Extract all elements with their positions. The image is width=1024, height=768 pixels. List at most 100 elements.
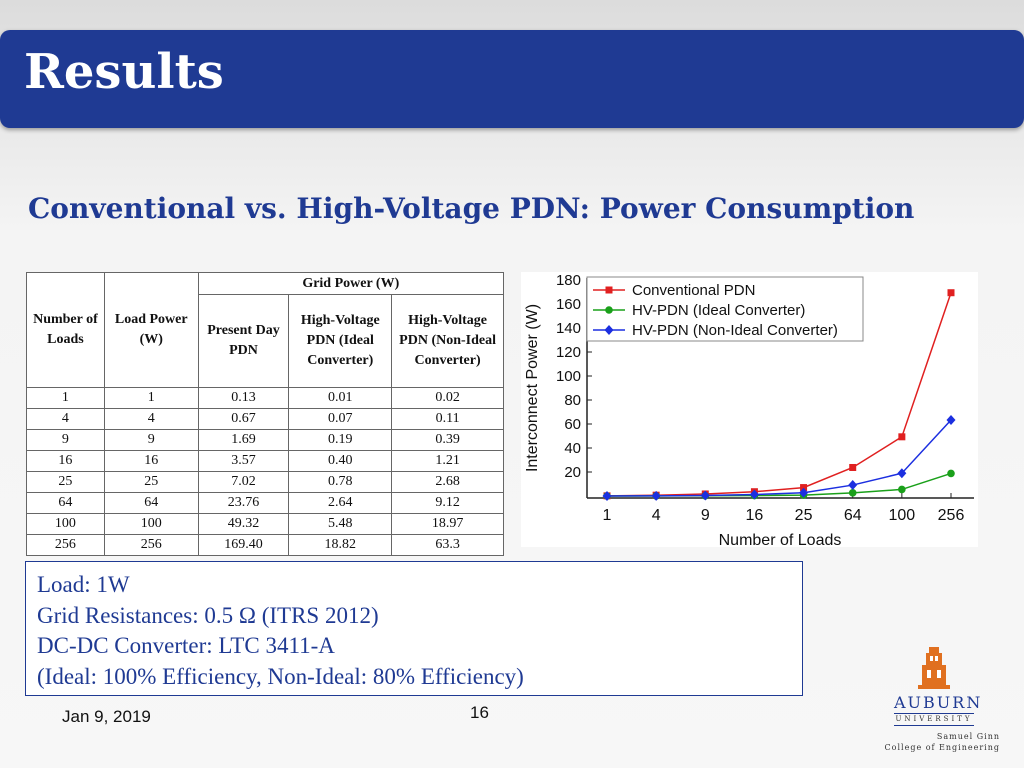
chart-svg: 20 40 60 80 100 120 140 160 180 1 4 9 16 25 64 100 256 Nu… — [524, 272, 974, 549]
y-tick-label: 160 — [556, 296, 581, 313]
logo-line2: College of Engineering — [884, 743, 1000, 752]
info-line-grid-resistance: Grid Resistances: 0.5 Ω (ITRS 2012) — [37, 602, 379, 628]
table-row: 256 256 169.40 18.82 63.3 — [26, 534, 504, 556]
table-cell: 9 — [26, 429, 105, 451]
table-cell: 25 — [26, 471, 105, 493]
table-cell: 0.19 — [288, 429, 393, 451]
x-tick-label: 1 — [603, 507, 612, 524]
tower-icon — [918, 647, 950, 689]
y-axis-label: Interconnect Power (W) — [524, 304, 541, 472]
logo-subname: UNIVERSITY — [895, 715, 973, 723]
title-bar: Results — [0, 30, 1024, 128]
header-hv-nonideal: High-Voltage PDN (Non-Ideal Converter) — [391, 294, 504, 388]
logo-name: AUBURN — [894, 693, 983, 712]
y-tick-label: 40 — [564, 440, 581, 457]
table-cell: 0.40 — [288, 450, 393, 472]
legend-box — [586, 276, 864, 342]
slide-title: Results — [24, 44, 224, 100]
table-cell: 64 — [26, 492, 105, 514]
x-tick-label: 4 — [652, 507, 661, 524]
logo-line1: Samuel Ginn — [936, 732, 1000, 741]
data-point — [800, 484, 808, 492]
y-tick-label: 180 — [556, 272, 581, 289]
table-row: 16 16 3.57 0.40 1.21 — [26, 450, 504, 472]
table-row: 9 9 1.69 0.19 0.39 — [26, 429, 504, 451]
x-tick-label: 100 — [889, 507, 916, 524]
data-point — [848, 489, 857, 497]
power-table: Number of Loads Load Power (W) Grid Powe… — [26, 272, 505, 556]
data-point — [947, 469, 955, 478]
table-cell: 256 — [26, 534, 105, 556]
table-cell: 18.97 — [391, 513, 504, 535]
table-cell: 169.40 — [197, 534, 290, 556]
footer-date: Jan 9, 2019 — [62, 707, 151, 726]
y-tick-label: 120 — [556, 344, 581, 361]
x-tick-label: 16 — [746, 507, 764, 524]
table-cell: 16 — [103, 450, 199, 472]
table-cell: 100 — [103, 513, 199, 535]
data-point — [849, 463, 857, 471]
power-chart: 20 40 60 80 100 120 140 160 180 1 4 9 16 25 64 100 256 Nu… — [521, 272, 978, 549]
table-cell: 0.11 — [391, 408, 504, 430]
info-line-converter: DC-DC Converter: LTC 3411-A — [37, 633, 335, 658]
table-row: 1 1 0.13 0.01 0.02 — [26, 387, 504, 409]
table-cell: 1 — [103, 387, 199, 409]
series-line — [606, 419, 952, 497]
data-point — [898, 485, 906, 494]
table-cell: 1.21 — [391, 450, 504, 472]
y-tick-label: 140 — [556, 320, 581, 337]
data-point — [605, 286, 613, 294]
table-cell: 0.67 — [197, 408, 290, 430]
table-cell: 64 — [103, 492, 199, 514]
table-row: 64 64 23.76 2.64 9.12 — [26, 492, 504, 514]
data-point — [602, 490, 612, 501]
table-cell: 4 — [103, 408, 199, 430]
x-tick-label: 9 — [701, 507, 710, 524]
table-cell: 0.78 — [288, 471, 393, 493]
table-cell: 5.48 — [288, 513, 393, 535]
auburn-logo: AUBURN UNIVERSITY Samuel Ginn College of… — [866, 645, 1006, 760]
table-cell: 3.57 — [197, 450, 290, 472]
data-point — [897, 468, 907, 479]
table-cell: 256 — [103, 534, 199, 556]
legend-label: Conventional PDN — [632, 282, 755, 299]
table-cell: 0.39 — [391, 429, 504, 451]
legend-label: HV-PDN (Non-Ideal Converter) — [632, 322, 838, 339]
table-cell: 1 — [26, 387, 105, 409]
data-point — [604, 325, 614, 335]
table-cell: 0.02 — [391, 387, 504, 409]
slide-subtitle: Conventional vs. High-Voltage PDN: Power… — [28, 192, 915, 225]
table-row: 25 25 7.02 0.78 2.68 — [26, 471, 504, 493]
series-line — [606, 292, 952, 497]
data-point — [605, 306, 613, 314]
table-cell: 9 — [103, 429, 199, 451]
y-tick-label: 20 — [564, 464, 581, 481]
logo-divider — [894, 713, 974, 714]
data-point — [946, 415, 956, 426]
table-cell: 18.82 — [288, 534, 393, 556]
data-point — [700, 490, 710, 501]
table-cell: 63.3 — [391, 534, 504, 556]
header-hv-ideal: High-Voltage PDN (Ideal Converter) — [288, 294, 393, 388]
y-tick-label: 100 — [556, 368, 581, 385]
header-number-of-loads: Number of Loads — [26, 272, 105, 388]
info-box: Load: 1W Grid Resistances: 0.5 Ω (ITRS 2… — [25, 561, 803, 696]
table-cell: 9.12 — [391, 492, 504, 514]
header-present-day: Present Day PDN — [197, 294, 290, 388]
table-row: 100 100 49.32 5.48 18.97 — [26, 513, 504, 535]
table-cell: 25 — [103, 471, 199, 493]
table-cell: 0.13 — [197, 387, 290, 409]
legend-label: HV-PDN (Ideal Converter) — [632, 302, 805, 319]
data-point — [799, 487, 809, 498]
table-cell: 0.01 — [288, 387, 393, 409]
x-tick-label: 256 — [938, 507, 965, 524]
data-point — [848, 480, 858, 491]
table-cell: 2.68 — [391, 471, 504, 493]
x-tick-label: 25 — [795, 507, 813, 524]
table-cell: 2.64 — [288, 492, 393, 514]
data-point — [651, 490, 661, 501]
table-cell: 16 — [26, 450, 105, 472]
logo-divider — [894, 725, 974, 726]
table-cell: 7.02 — [197, 471, 290, 493]
x-tick-label: 64 — [844, 507, 862, 524]
